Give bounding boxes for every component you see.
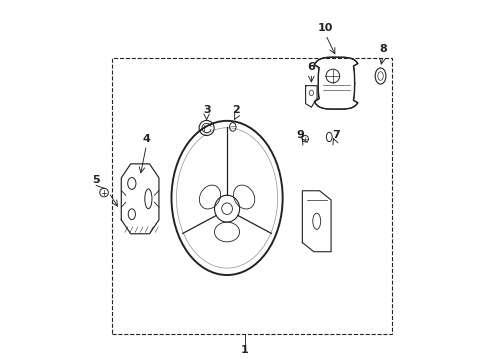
Bar (112, 58, 392, 334)
Text: 5: 5 (92, 175, 100, 185)
Text: 1: 1 (241, 345, 249, 355)
Text: 7: 7 (333, 130, 341, 140)
Text: 9: 9 (296, 130, 304, 140)
Text: 8: 8 (379, 44, 387, 54)
Text: 4: 4 (143, 134, 150, 144)
Text: 2: 2 (232, 105, 240, 115)
Text: 3: 3 (203, 105, 210, 115)
Text: 6: 6 (307, 62, 315, 72)
Text: 10: 10 (318, 23, 333, 33)
